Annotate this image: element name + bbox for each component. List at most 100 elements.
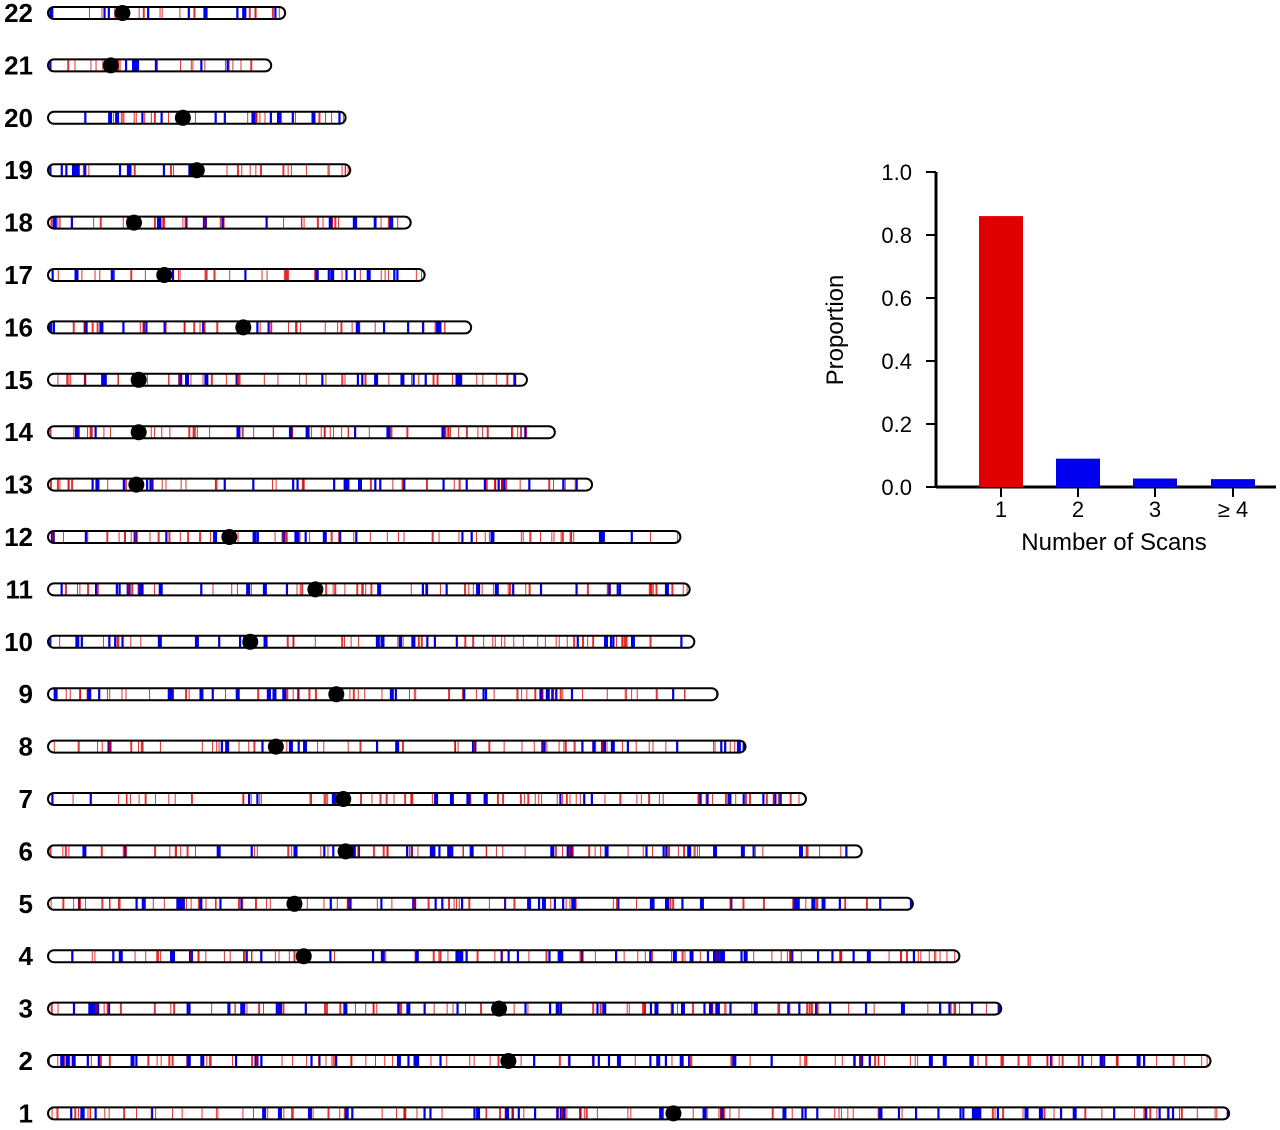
multi-scan-mark	[213, 531, 218, 543]
single-scan-mark	[356, 583, 359, 596]
single-scan-mark	[142, 740, 144, 753]
multi-scan-mark	[439, 1055, 442, 1067]
single-scan-mark	[586, 583, 589, 596]
multi-scan-mark	[122, 478, 125, 491]
single-scan-mark	[381, 1107, 383, 1120]
single-scan-mark	[188, 426, 191, 439]
multi-scan-mark	[333, 478, 336, 491]
single-scan-mark	[301, 216, 303, 229]
multi-scan-mark	[186, 1002, 191, 1015]
single-scan-mark	[299, 321, 301, 334]
single-scan-mark	[86, 688, 88, 701]
multi-scan-mark	[609, 635, 613, 648]
multi-scan-mark	[335, 1055, 338, 1067]
multi-scan-mark	[52, 216, 57, 229]
multi-scan-mark	[575, 583, 578, 596]
single-scan-mark	[108, 897, 110, 910]
single-scan-mark	[95, 59, 97, 72]
single-scan-mark	[670, 1002, 672, 1015]
single-scan-mark	[749, 1055, 751, 1067]
multi-scan-mark	[52, 321, 55, 334]
multi-scan-mark	[60, 164, 63, 177]
multi-scan-mark	[423, 1107, 426, 1120]
single-scan-mark	[138, 793, 140, 805]
multi-scan-mark	[838, 897, 841, 910]
single-scan-mark	[341, 373, 344, 386]
single-scan-mark	[623, 950, 625, 963]
single-scan-mark	[180, 845, 182, 858]
single-scan-mark	[252, 1107, 254, 1120]
single-scan-mark	[140, 740, 143, 753]
chromosome-outline	[47, 425, 556, 440]
single-scan-mark	[57, 1055, 59, 1067]
multi-scan-mark	[51, 793, 54, 805]
single-scan-mark	[212, 583, 214, 596]
single-scan-mark	[147, 1055, 150, 1067]
single-scan-mark	[185, 688, 188, 701]
multi-scan-mark	[665, 845, 668, 858]
single-scan-mark	[953, 1002, 956, 1015]
single-scan-mark	[247, 111, 249, 124]
single-scan-mark	[168, 531, 171, 543]
multi-scan-mark	[490, 531, 495, 543]
multi-scan-mark	[912, 950, 916, 963]
single-scan-mark	[469, 1055, 471, 1067]
single-scan-mark	[127, 583, 129, 596]
single-scan-mark	[712, 793, 714, 805]
multi-scan-mark	[240, 897, 243, 910]
multi-scan-mark	[421, 321, 425, 334]
single-scan-mark	[125, 793, 127, 805]
multi-scan-mark	[524, 426, 527, 439]
multi-scan-mark	[107, 7, 110, 19]
single-scan-mark	[250, 59, 253, 72]
multi-scan-mark	[699, 897, 704, 910]
single-scan-mark	[67, 59, 70, 72]
single-scan-mark	[873, 1002, 875, 1015]
multi-scan-mark	[379, 478, 382, 491]
multi-scan-mark	[539, 583, 543, 596]
single-scan-mark	[169, 426, 171, 439]
multi-scan-mark	[99, 321, 104, 334]
single-scan-mark	[465, 1002, 467, 1015]
chromosome-17: 17	[4, 260, 426, 290]
centromere-dot	[307, 581, 324, 598]
single-scan-mark	[292, 688, 294, 701]
single-scan-mark	[168, 1055, 171, 1067]
multi-scan-mark	[593, 740, 596, 753]
single-scan-mark	[517, 426, 519, 439]
single-scan-mark	[606, 583, 609, 596]
single-scan-mark	[939, 950, 941, 963]
single-scan-mark	[97, 740, 99, 753]
chromosome-outline	[47, 739, 747, 754]
multi-scan-mark	[282, 531, 285, 543]
single-scan-mark	[573, 635, 576, 648]
single-scan-mark	[192, 59, 194, 72]
single-scan-mark	[262, 1002, 264, 1015]
single-scan-mark	[421, 269, 423, 281]
chromosome-14: 14	[4, 417, 556, 447]
single-scan-mark	[117, 373, 119, 386]
multi-scan-mark	[473, 1107, 476, 1120]
chromosome-1: 1	[19, 1098, 1231, 1128]
scan-marks	[50, 1002, 1002, 1015]
single-scan-mark	[255, 111, 258, 124]
multi-scan-mark	[171, 269, 175, 281]
multi-scan-mark	[127, 164, 132, 177]
multi-scan-mark	[356, 373, 360, 386]
y-tick-label: 0.8	[881, 223, 912, 248]
single-scan-mark	[751, 1002, 753, 1015]
single-scan-mark	[877, 1107, 879, 1120]
chromosome-body	[48, 59, 272, 72]
multi-scan-mark	[476, 583, 481, 596]
single-scan-mark	[384, 269, 386, 281]
multi-scan-mark	[228, 1002, 231, 1015]
multi-scan-mark	[352, 216, 355, 229]
multi-scan-mark	[343, 478, 346, 491]
single-scan-mark	[523, 1107, 525, 1120]
single-scan-mark	[780, 950, 782, 963]
multi-scan-mark	[425, 583, 429, 596]
single-scan-mark	[718, 1107, 720, 1120]
single-scan-mark	[552, 688, 554, 701]
single-scan-mark	[318, 1055, 320, 1067]
single-scan-mark	[400, 1002, 403, 1015]
